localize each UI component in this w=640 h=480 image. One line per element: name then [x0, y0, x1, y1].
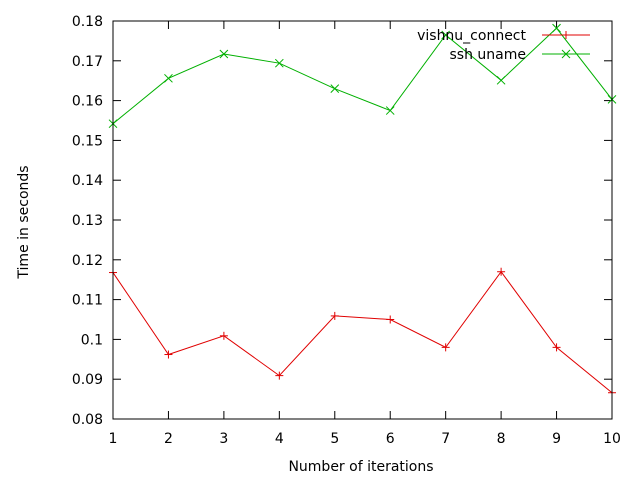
- y-tick-label: 0.18: [72, 14, 103, 30]
- series-line-vishnu-connect: [112, 270, 613, 394]
- x-axis-label: Number of iterations: [288, 459, 433, 475]
- data-point: [496, 75, 506, 85]
- y-tick-label: 0.14: [72, 173, 103, 189]
- data-point: [330, 311, 339, 320]
- data-point: [330, 84, 340, 94]
- y-tick-label: 0.16: [72, 94, 103, 110]
- x-tick-label: 8: [497, 431, 506, 447]
- x-tick-label: 7: [441, 431, 450, 447]
- data-point: [497, 267, 506, 276]
- x-tick-label: 1: [109, 431, 118, 447]
- y-axis-label: Time in seconds: [16, 165, 32, 279]
- data-point: [441, 30, 451, 40]
- data-point: [164, 350, 173, 359]
- y-tick-label: 0.09: [72, 372, 103, 388]
- x-tick-label: 2: [164, 431, 173, 447]
- y-tick-label: 0.12: [72, 253, 103, 269]
- legend-marker: [562, 31, 570, 39]
- y-tick-label: 0.1: [81, 332, 103, 348]
- data-point: [385, 106, 395, 115]
- data-point: [164, 73, 173, 83]
- data-point: [552, 343, 561, 352]
- x-tick-label: 10: [603, 431, 621, 447]
- data-point: [219, 331, 228, 340]
- legend-marker: [561, 49, 571, 59]
- data-point: [219, 49, 229, 59]
- x-tick-label: 5: [330, 431, 339, 447]
- data-point: [386, 315, 395, 324]
- y-tick-label: 0.17: [72, 54, 103, 70]
- y-tick-label: 0.13: [72, 213, 103, 229]
- data-point: [441, 343, 450, 352]
- y-tick-label: 0.11: [72, 293, 103, 309]
- x-tick-label: 6: [386, 431, 395, 447]
- plot-frame: [112, 20, 613, 420]
- series-group: [108, 23, 617, 397]
- x-tick-label: 4: [275, 431, 284, 447]
- y-tick-label: 0.08: [72, 412, 103, 428]
- x-tick-label: 9: [552, 431, 561, 447]
- legend-label: vishnu_connect: [417, 28, 526, 44]
- series-line-ssh-uname: [112, 27, 613, 125]
- legend-label: ssh uname: [450, 47, 527, 63]
- data-point: [552, 23, 561, 33]
- data-point: [275, 371, 284, 380]
- x-tick-label: 3: [219, 431, 228, 447]
- data-point: [274, 58, 284, 68]
- axis-ticks: 0.08 0.09 0.1 0.11 0.12 0.13 0.14 0.15 0.16 0.17 0…: [72, 14, 621, 447]
- y-tick-label: 0.15: [72, 133, 103, 149]
